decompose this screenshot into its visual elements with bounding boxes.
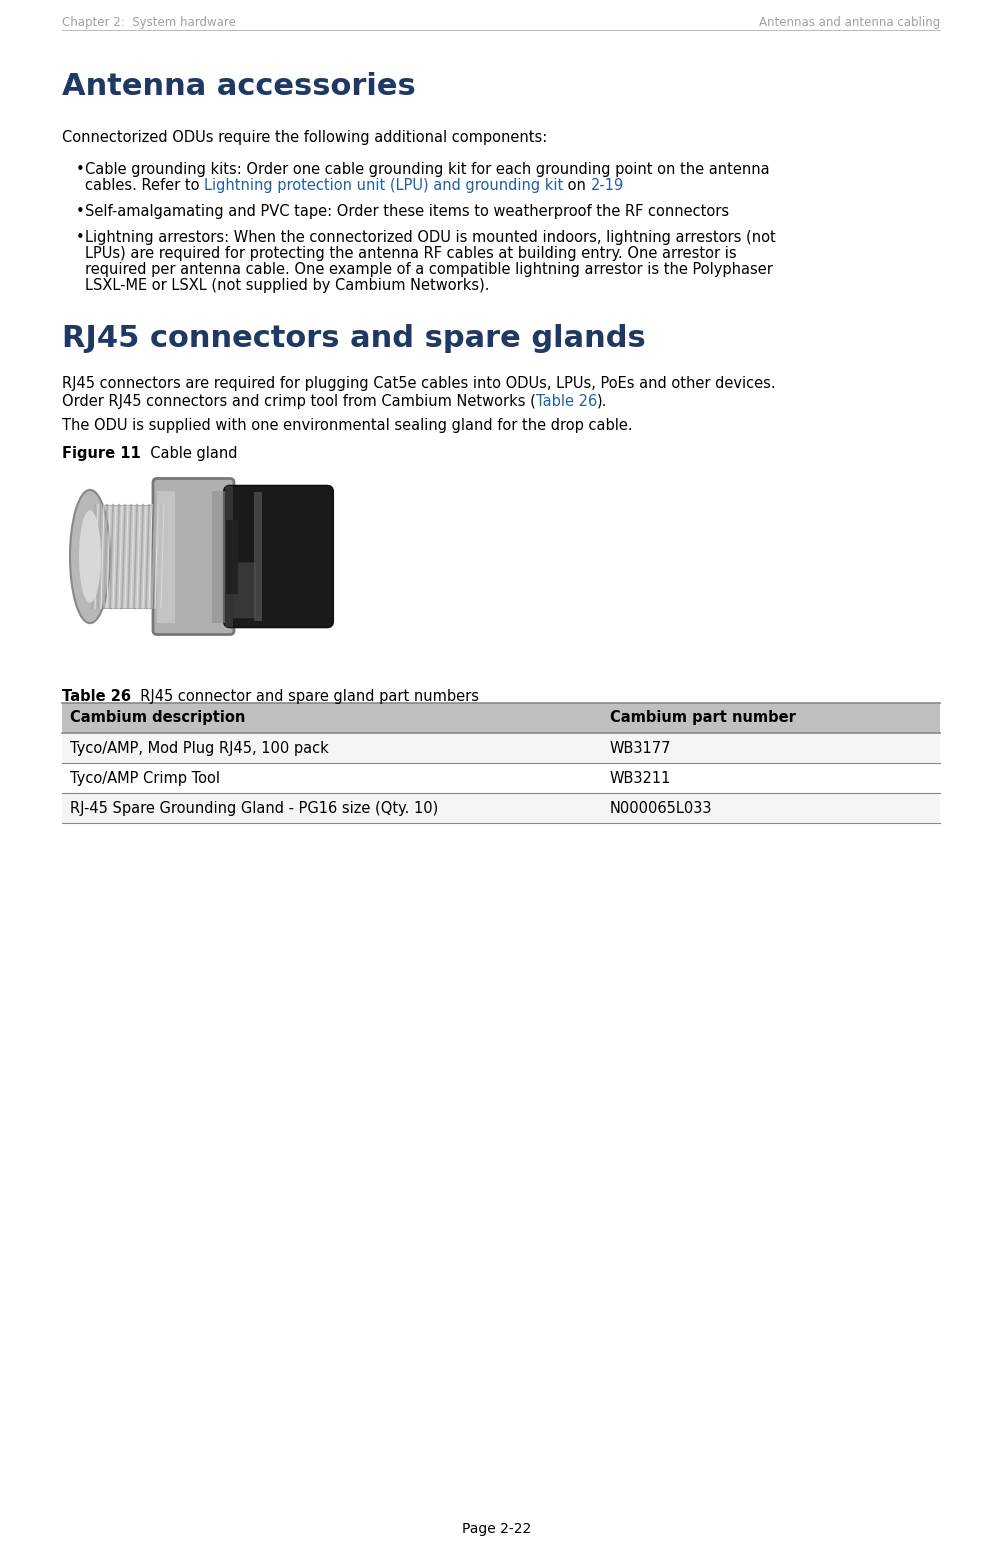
Text: LSXL-ME or LSXL (not supplied by Cambium Networks).: LSXL-ME or LSXL (not supplied by Cambium… [85,278,489,292]
Bar [90,505,162,608]
Bar [62,793,940,823]
Text: Cambium description: Cambium description [70,711,246,725]
Text: Lightning protection unit (LPU) and grounding kit: Lightning protection unit (LPU) and grou… [204,177,564,193]
Text: Chapter 2:  System hardware: Chapter 2: System hardware [62,16,236,30]
Text: WB3177: WB3177 [610,742,672,756]
Text: RJ-45 Spare Grounding Gland - PG16 size (Qty. 10): RJ-45 Spare Grounding Gland - PG16 size … [70,801,438,816]
Ellipse shape [70,490,110,624]
Text: •: • [76,162,84,177]
Text: Tyco/AMP Crimp Tool: Tyco/AMP Crimp Tool [70,771,220,785]
Text: Page 2-22: Page 2-22 [462,1522,532,1536]
Bar [225,487,233,627]
Text: Cambium part number: Cambium part number [610,711,796,725]
Text: Cable grounding kits: Order one cable grounding kit for each grounding point on : Cable grounding kits: Order one cable gr… [85,162,769,177]
Text: N000065L033: N000065L033 [610,801,713,816]
Bar [226,519,238,594]
Text: Connectorized ODUs require the following additional components:: Connectorized ODUs require the following… [62,131,548,145]
Ellipse shape [79,510,101,603]
Text: Antennas and antenna cabling: Antennas and antenna cabling [758,16,940,30]
Text: required per antenna cable. One example of a compatible lightning arrestor is th: required per antenna cable. One example … [85,261,773,277]
Text: 2-19: 2-19 [590,177,624,193]
FancyBboxPatch shape [232,563,256,619]
Bar [62,732,940,764]
Text: LPUs) are required for protecting the antenna RF cables at building entry. One a: LPUs) are required for protecting the an… [85,246,737,261]
Text: RJ45 connector and spare gland part numbers: RJ45 connector and spare gland part numb… [131,689,479,704]
Text: Table 26: Table 26 [62,689,131,704]
Text: WB3211: WB3211 [610,771,671,785]
Text: Lightning arrestors: When the connectorized ODU is mounted indoors, lightning ar: Lightning arrestors: When the connectori… [85,230,775,246]
Text: on: on [564,177,590,193]
Text: Table 26: Table 26 [536,393,597,409]
Bar [157,490,175,622]
Text: RJ45 connectors are required for plugging Cat5e cables into ODUs, LPUs, PoEs and: RJ45 connectors are required for pluggin… [62,376,775,390]
Text: Antenna accessories: Antenna accessories [62,72,415,101]
Text: The ODU is supplied with one environmental sealing gland for the drop cable.: The ODU is supplied with one environment… [62,418,632,432]
Text: Self-amalgamating and PVC tape: Order these items to weatherproof the RF connect: Self-amalgamating and PVC tape: Order th… [85,204,730,219]
Text: Figure 11: Figure 11 [62,446,141,460]
Text: ).: ). [597,393,607,409]
FancyBboxPatch shape [153,479,234,634]
Bar [62,764,940,793]
Bar [254,491,262,622]
FancyBboxPatch shape [224,485,333,627]
Text: Order RJ45 connectors and crimp tool from Cambium Networks (: Order RJ45 connectors and crimp tool fro… [62,393,536,409]
Text: Tyco/AMP, Mod Plug RJ45, 100 pack: Tyco/AMP, Mod Plug RJ45, 100 pack [70,742,329,756]
Text: •: • [76,230,84,246]
Text: RJ45 connectors and spare glands: RJ45 connectors and spare glands [62,323,646,353]
Text: cables. Refer to: cables. Refer to [85,177,204,193]
Bar [62,703,940,732]
Text: •: • [76,204,84,219]
Bar [212,490,230,622]
Text: Cable gland: Cable gland [141,446,238,460]
